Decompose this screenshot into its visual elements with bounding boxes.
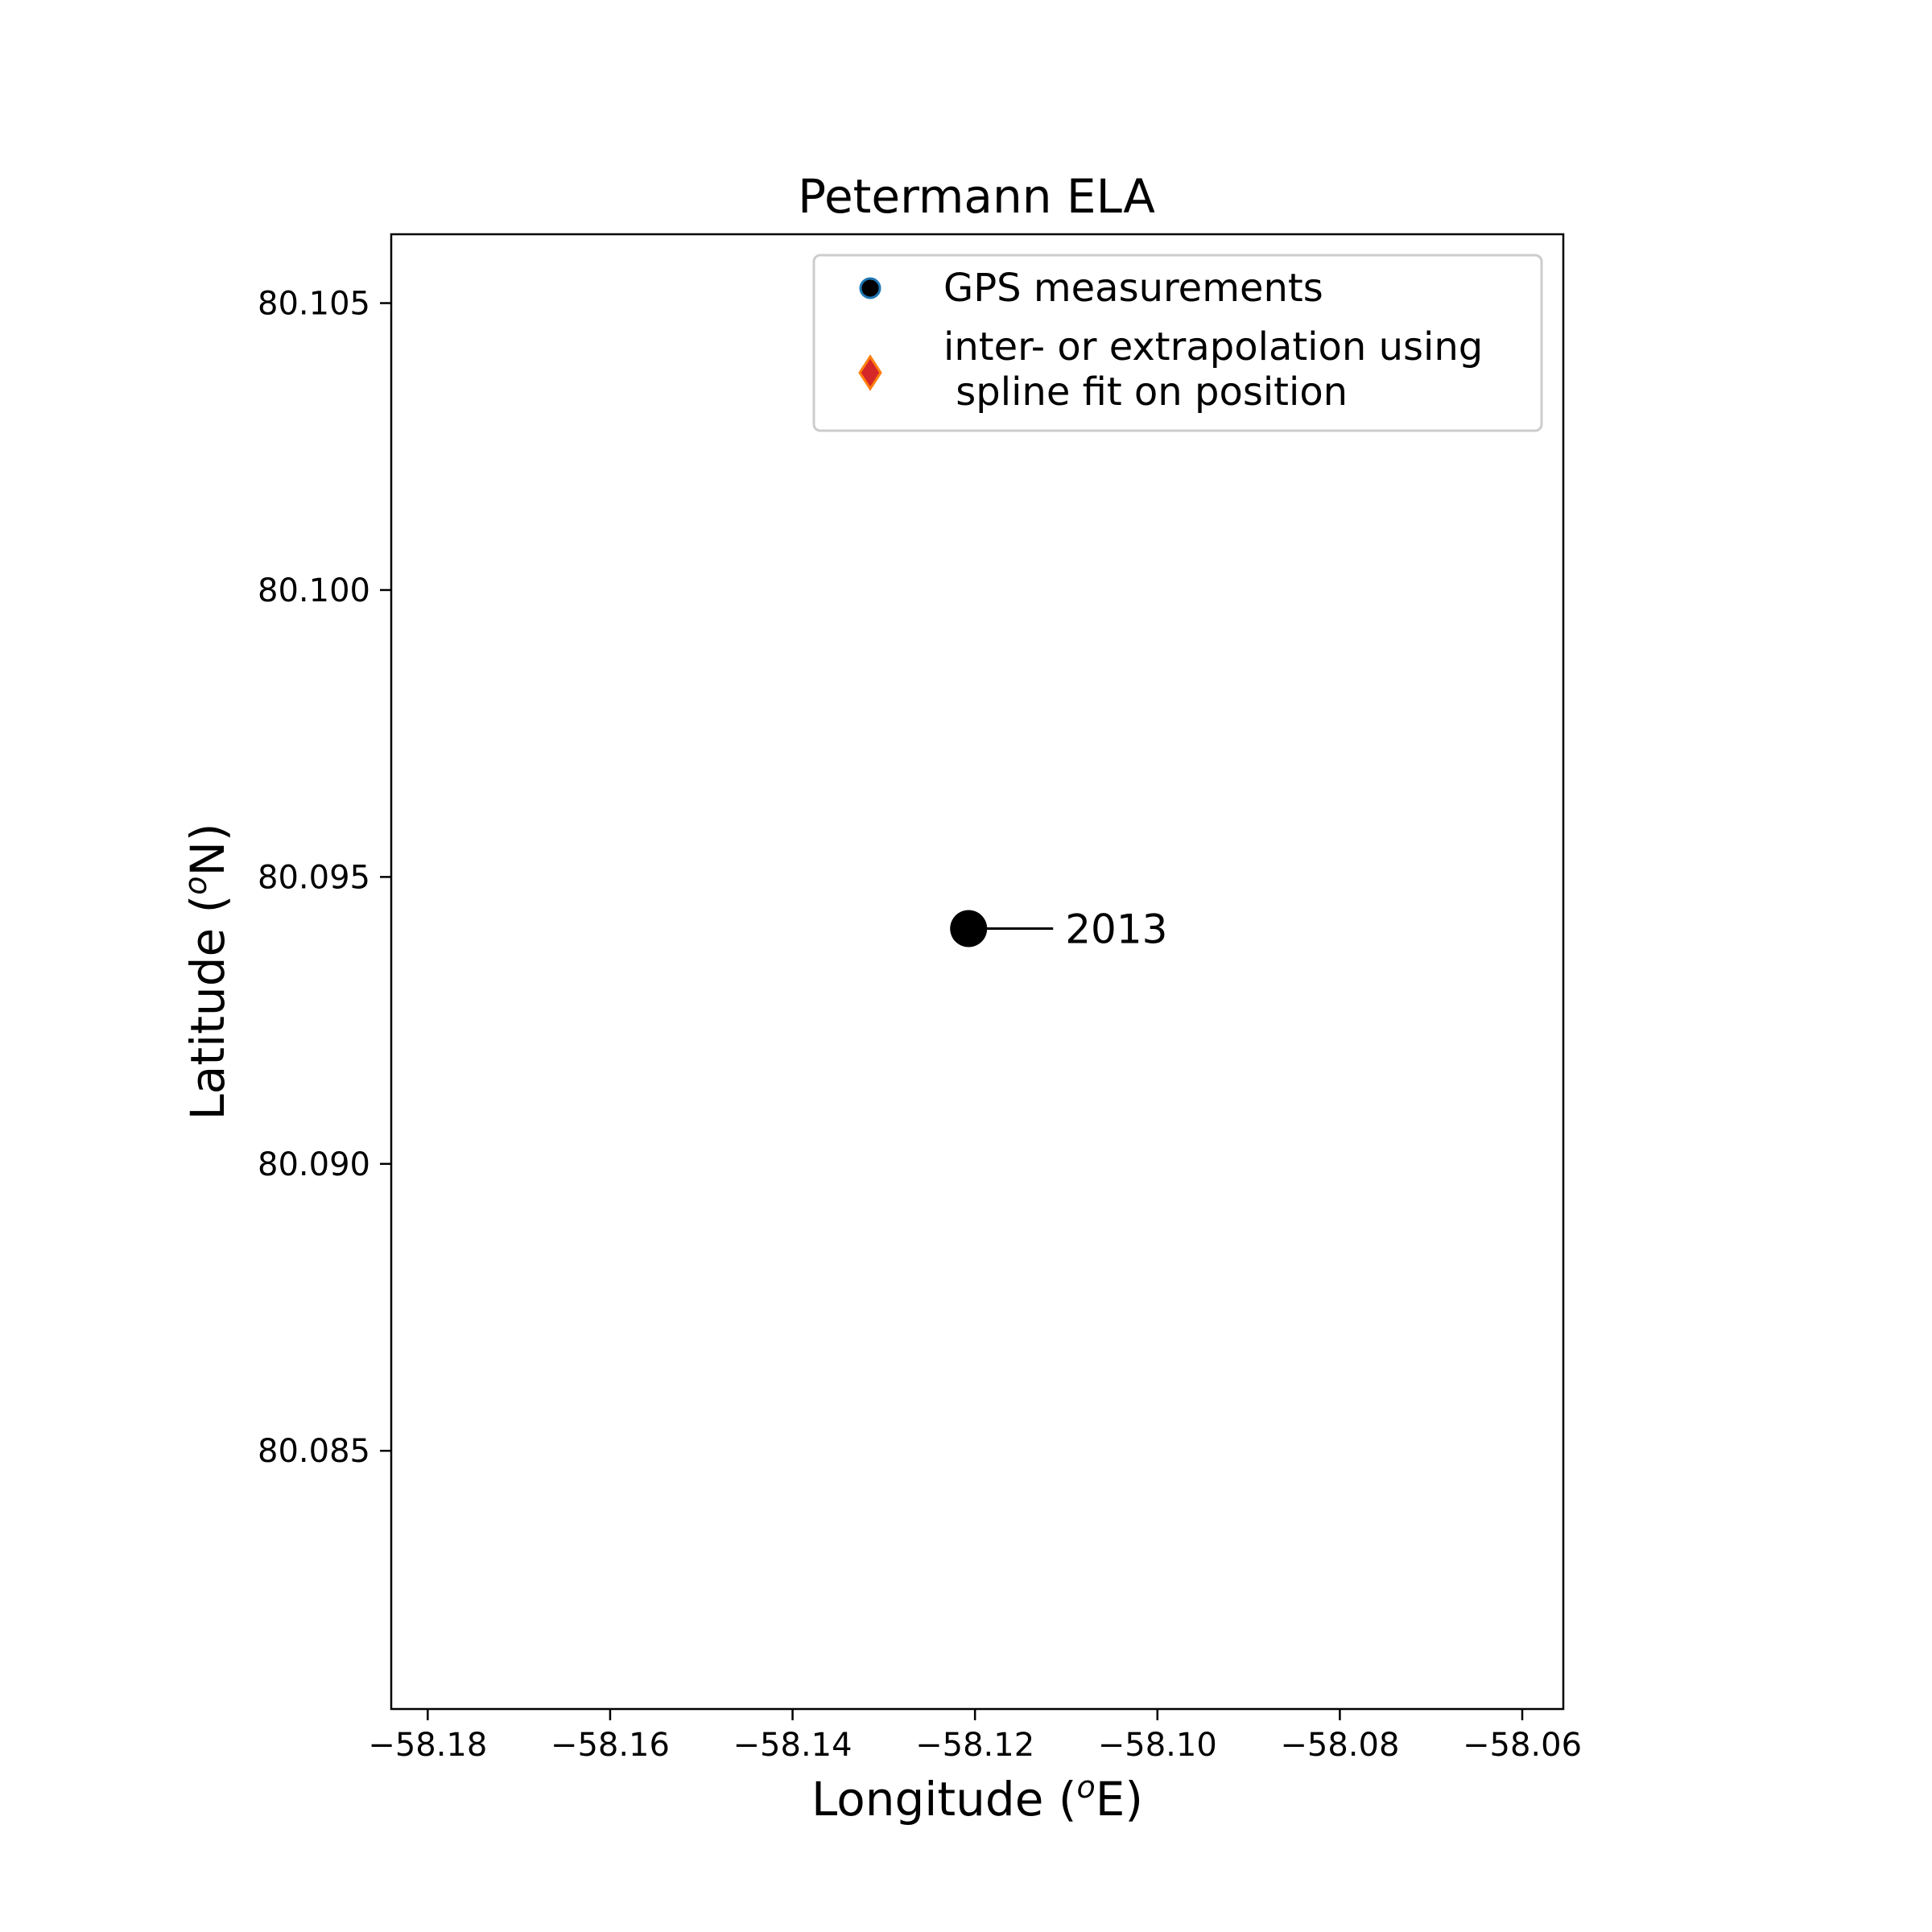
chart-title: Petermann ELA (798, 169, 1155, 224)
x-tick-label: −58.18 (368, 1727, 487, 1764)
x-axis-label: Longitude (oE) (811, 1769, 1143, 1827)
x-tick-label: −58.12 (915, 1727, 1034, 1764)
legend-marker-gps (859, 277, 881, 299)
x-tick-label: −58.16 (551, 1727, 670, 1764)
x-tick-label: −58.14 (733, 1727, 852, 1764)
legend-marker-spline-diamond (858, 354, 882, 391)
y-axis-label: Latitude (oN) (178, 823, 235, 1120)
y-axis-label-sup: o (178, 876, 213, 894)
legend-label-spline-line1: inter- or extrapolation using (943, 324, 1483, 369)
x-axis: −58.18 −58.16 −58.14 −58.12 −58.10 −58.08 −58.… (368, 1709, 1582, 1764)
y-tick-label: 80.100 (258, 572, 370, 609)
x-axis-label-sup: o (1077, 1769, 1096, 1805)
y-tick-label: 80.090 (258, 1146, 370, 1183)
y-tick-label: 80.105 (258, 286, 370, 323)
legend-label-spline: inter- or extrapolation using spline fit… (943, 324, 1483, 415)
legend-label-gps: GPS measurements (943, 266, 1323, 311)
legend-frame (812, 254, 1543, 432)
y-axis: 80.085 80.090 80.095 80.100 80.105 (258, 286, 391, 1470)
x-tick-label: −58.10 (1098, 1727, 1217, 1764)
y-tick-label: 80.095 (258, 859, 370, 896)
plot-area (390, 233, 1565, 1711)
legend-label-spline-line2: spline fit on position (943, 369, 1348, 415)
annotation-label: 2013 (1065, 906, 1167, 953)
x-tick-label: −58.06 (1463, 1727, 1582, 1764)
data-layer: 2013 (950, 906, 1167, 953)
x-axis-label-main: Longitude ( (811, 1772, 1077, 1827)
y-axis-label-tail: N) (180, 823, 235, 876)
x-axis-label-tail: E) (1096, 1772, 1143, 1827)
x-tick-label: −58.08 (1280, 1727, 1399, 1764)
y-tick-label: 80.085 (258, 1433, 370, 1470)
y-axis-label-main: Latitude ( (180, 895, 235, 1121)
legend: GPS measurements inter- or extrapolation… (812, 254, 1543, 432)
